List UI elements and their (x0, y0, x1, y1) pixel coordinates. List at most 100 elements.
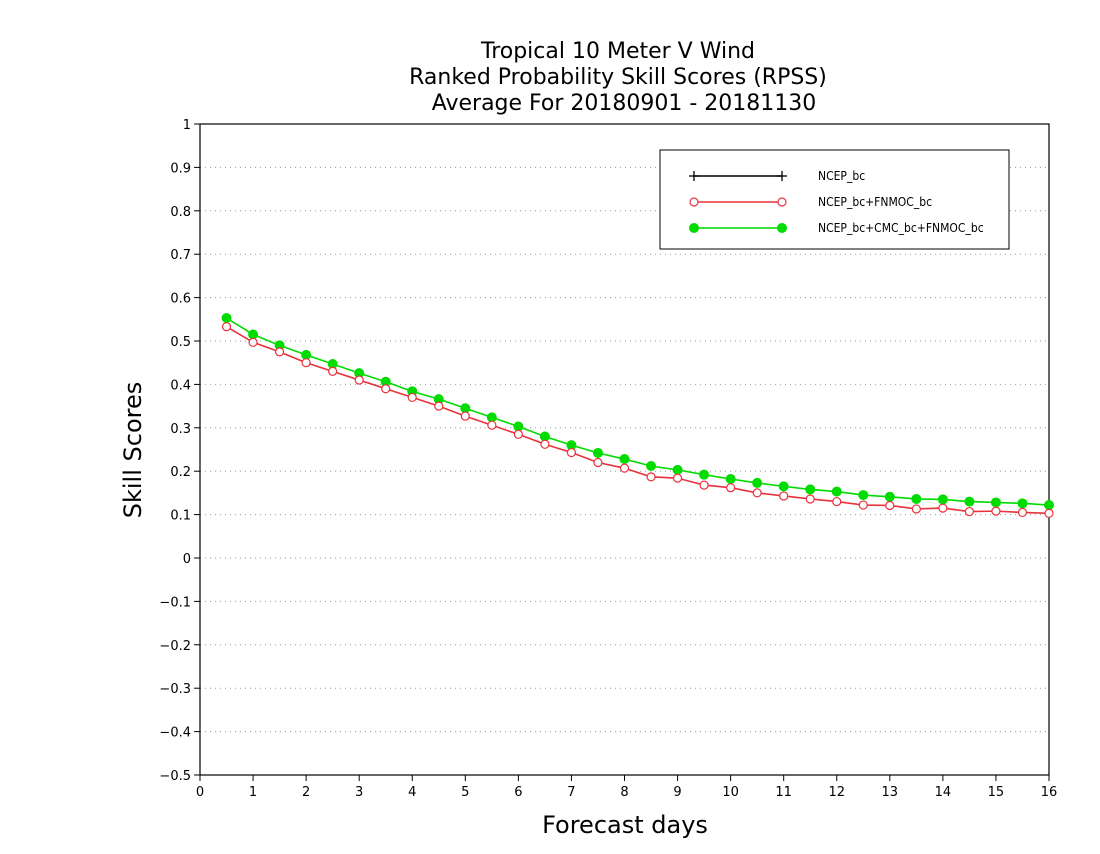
legend-item-ncep-bc-fnmoc-bc: NCEP_bc+FNMOC_bc (689, 195, 932, 209)
y-tick-label: −0.5 (159, 769, 191, 784)
data-point (460, 411, 470, 421)
y-tick-label: 0.5 (170, 335, 191, 350)
legend-marker (777, 171, 787, 181)
data-point (805, 484, 816, 495)
data-point (434, 401, 444, 411)
data-point (354, 375, 364, 385)
y-tick-label: 0.2 (170, 465, 191, 480)
data-point (539, 431, 550, 442)
x-tick-label: 12 (828, 785, 845, 800)
data-point (964, 506, 975, 517)
data-point (486, 412, 497, 423)
x-tick-label: 14 (935, 785, 952, 800)
legend-item-ncep-bc-cmc-bc-fnmoc-bc: NCEP_bc+CMC_bc+FNMOC_bc (689, 221, 984, 235)
legend: NCEP_bc NCEP_bc+FNMOC_bc NCEP_bc+CMC_bc+FN… (659, 149, 1010, 250)
data-point (248, 329, 259, 340)
data-point (938, 503, 948, 513)
data-point (593, 457, 603, 468)
data-point (991, 506, 1001, 516)
data-point (726, 483, 736, 493)
x-tick-label: 11 (775, 785, 792, 800)
y-tick-label: 0 (183, 552, 191, 567)
data-point (221, 312, 232, 323)
legend-label: NCEP_bc+CMC_bc+FNMOC_bc (818, 221, 984, 235)
x-tick-label: 2 (302, 785, 310, 800)
data-point (381, 384, 391, 394)
title-line-3: Average For 20180901 - 20181130 (432, 91, 817, 116)
y-tick-label: 0.1 (170, 509, 191, 524)
x-tick-label: 1 (249, 785, 257, 800)
x-tick-label: 7 (567, 785, 575, 800)
y-tick-label: −0.3 (159, 682, 191, 697)
data-point (778, 481, 789, 492)
x-tick-label: 15 (988, 785, 1005, 800)
data-point (407, 392, 417, 403)
series-layer (221, 312, 1054, 518)
data-point (885, 500, 895, 511)
title-line-1: Tropical 10 Meter V Wind (480, 39, 755, 64)
series-ncep-bc-fnmoc-bc (221, 322, 1054, 518)
data-point (884, 491, 895, 502)
axes (194, 123, 1050, 781)
data-point (513, 421, 524, 432)
data-point (911, 493, 922, 504)
y-tick-label: 0.7 (170, 248, 191, 263)
series-line (226, 317, 1050, 506)
x-tick-label: 9 (673, 785, 681, 800)
y-tick-labels: −0.5 −0.4 −0.3 −0.2 −0.1 0 0.1 0.2 0.3 0.4 0.5 0.6 0… (159, 118, 191, 784)
y-tick-label: 0.8 (170, 205, 191, 220)
y-tick-label: −0.1 (159, 595, 191, 610)
x-tick-label: 5 (461, 785, 469, 800)
data-point (513, 429, 523, 439)
data-point (832, 496, 842, 507)
data-point (911, 504, 921, 514)
data-point (858, 490, 869, 501)
legend-box (659, 149, 1010, 250)
x-tick-label: 0 (196, 785, 204, 800)
x-tick-label: 16 (1041, 785, 1058, 800)
x-tick-label: 13 (882, 785, 899, 800)
data-point (487, 420, 497, 430)
y-tick-label: 0.9 (170, 161, 191, 176)
plot-frame (199, 123, 1050, 776)
data-point (248, 337, 258, 347)
x-tick-labels: 0 1 2 3 4 5 6 7 8 9 10 11 12 13 14 15 16 (196, 785, 1057, 800)
data-point (937, 494, 948, 505)
legend-label: NCEP_bc+FNMOC_bc (818, 195, 932, 209)
data-point (990, 497, 1001, 508)
data-point (619, 463, 630, 473)
data-point (301, 349, 312, 360)
data-point (752, 488, 762, 498)
chart-title: Tropical 10 Meter V Wind Ranked Probabil… (409, 39, 827, 116)
y-tick-label: 0.6 (170, 292, 191, 307)
data-point (779, 491, 789, 501)
data-point (646, 472, 656, 482)
data-point (460, 403, 471, 414)
series-ncep-bc-cmc-bc-fnmoc-bc (221, 312, 1054, 511)
y-tick-label: −0.2 (159, 639, 191, 654)
data-point (672, 464, 683, 475)
data-point (699, 469, 710, 480)
data-point (805, 494, 815, 504)
data-point (858, 500, 868, 510)
legend-marker (689, 223, 699, 233)
legend-marker (777, 197, 787, 207)
y-tick-label: 0.4 (170, 378, 191, 393)
grid-lines (200, 166, 1049, 733)
legend-marker (689, 171, 699, 181)
y-tick-label: 1 (183, 118, 191, 133)
x-tick-label: 10 (722, 785, 739, 800)
data-point (964, 496, 975, 507)
data-point (699, 480, 709, 490)
data-point (646, 460, 657, 471)
data-point (1017, 507, 1028, 518)
data-point (1044, 508, 1054, 518)
x-tick-label: 6 (514, 785, 522, 800)
x-axis-title: Forecast days (542, 811, 708, 839)
y-axis-title: Skill Scores (119, 382, 147, 519)
legend-item-ncep-bc: NCEP_bc (689, 169, 865, 183)
data-point (725, 474, 736, 485)
data-point (540, 439, 550, 449)
